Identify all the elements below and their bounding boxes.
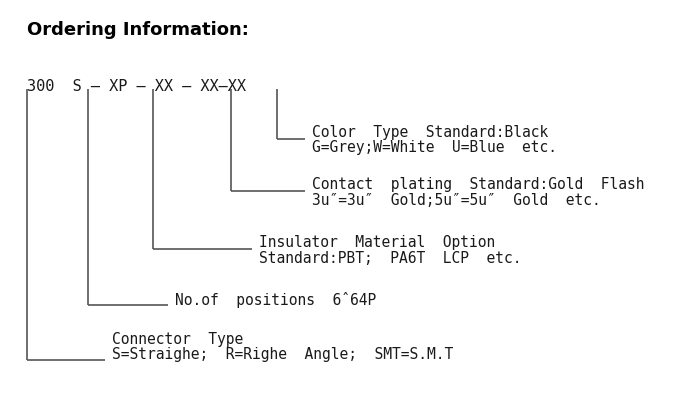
Text: Standard:PBT;  PA6T  LCP  etc.: Standard:PBT; PA6T LCP etc. bbox=[259, 251, 522, 266]
Text: Color  Type  Standard:Black: Color Type Standard:Black bbox=[312, 125, 547, 140]
Text: 3u″=3u″  Gold;5u″=5u″  Gold  etc.: 3u″=3u″ Gold;5u″=5u″ Gold etc. bbox=[312, 193, 601, 208]
Text: S=Straighe;  R=Righe  Angle;  SMT=S.M.T: S=Straighe; R=Righe Angle; SMT=S.M.T bbox=[112, 347, 454, 362]
Text: 300  S – XP – XX – XX–XX: 300 S – XP – XX – XX–XX bbox=[27, 79, 246, 94]
Text: G=Grey;W=White  U=Blue  etc.: G=Grey;W=White U=Blue etc. bbox=[312, 140, 556, 155]
Text: Insulator  Material  Option: Insulator Material Option bbox=[259, 235, 496, 250]
Text: Connector  Type: Connector Type bbox=[112, 332, 244, 347]
Text: No.of  positions  6ˆ64P: No.of positions 6ˆ64P bbox=[175, 292, 377, 308]
Text: Ordering Information:: Ordering Information: bbox=[27, 21, 248, 39]
Text: Contact  plating  Standard:Gold  Flash: Contact plating Standard:Gold Flash bbox=[312, 177, 644, 192]
